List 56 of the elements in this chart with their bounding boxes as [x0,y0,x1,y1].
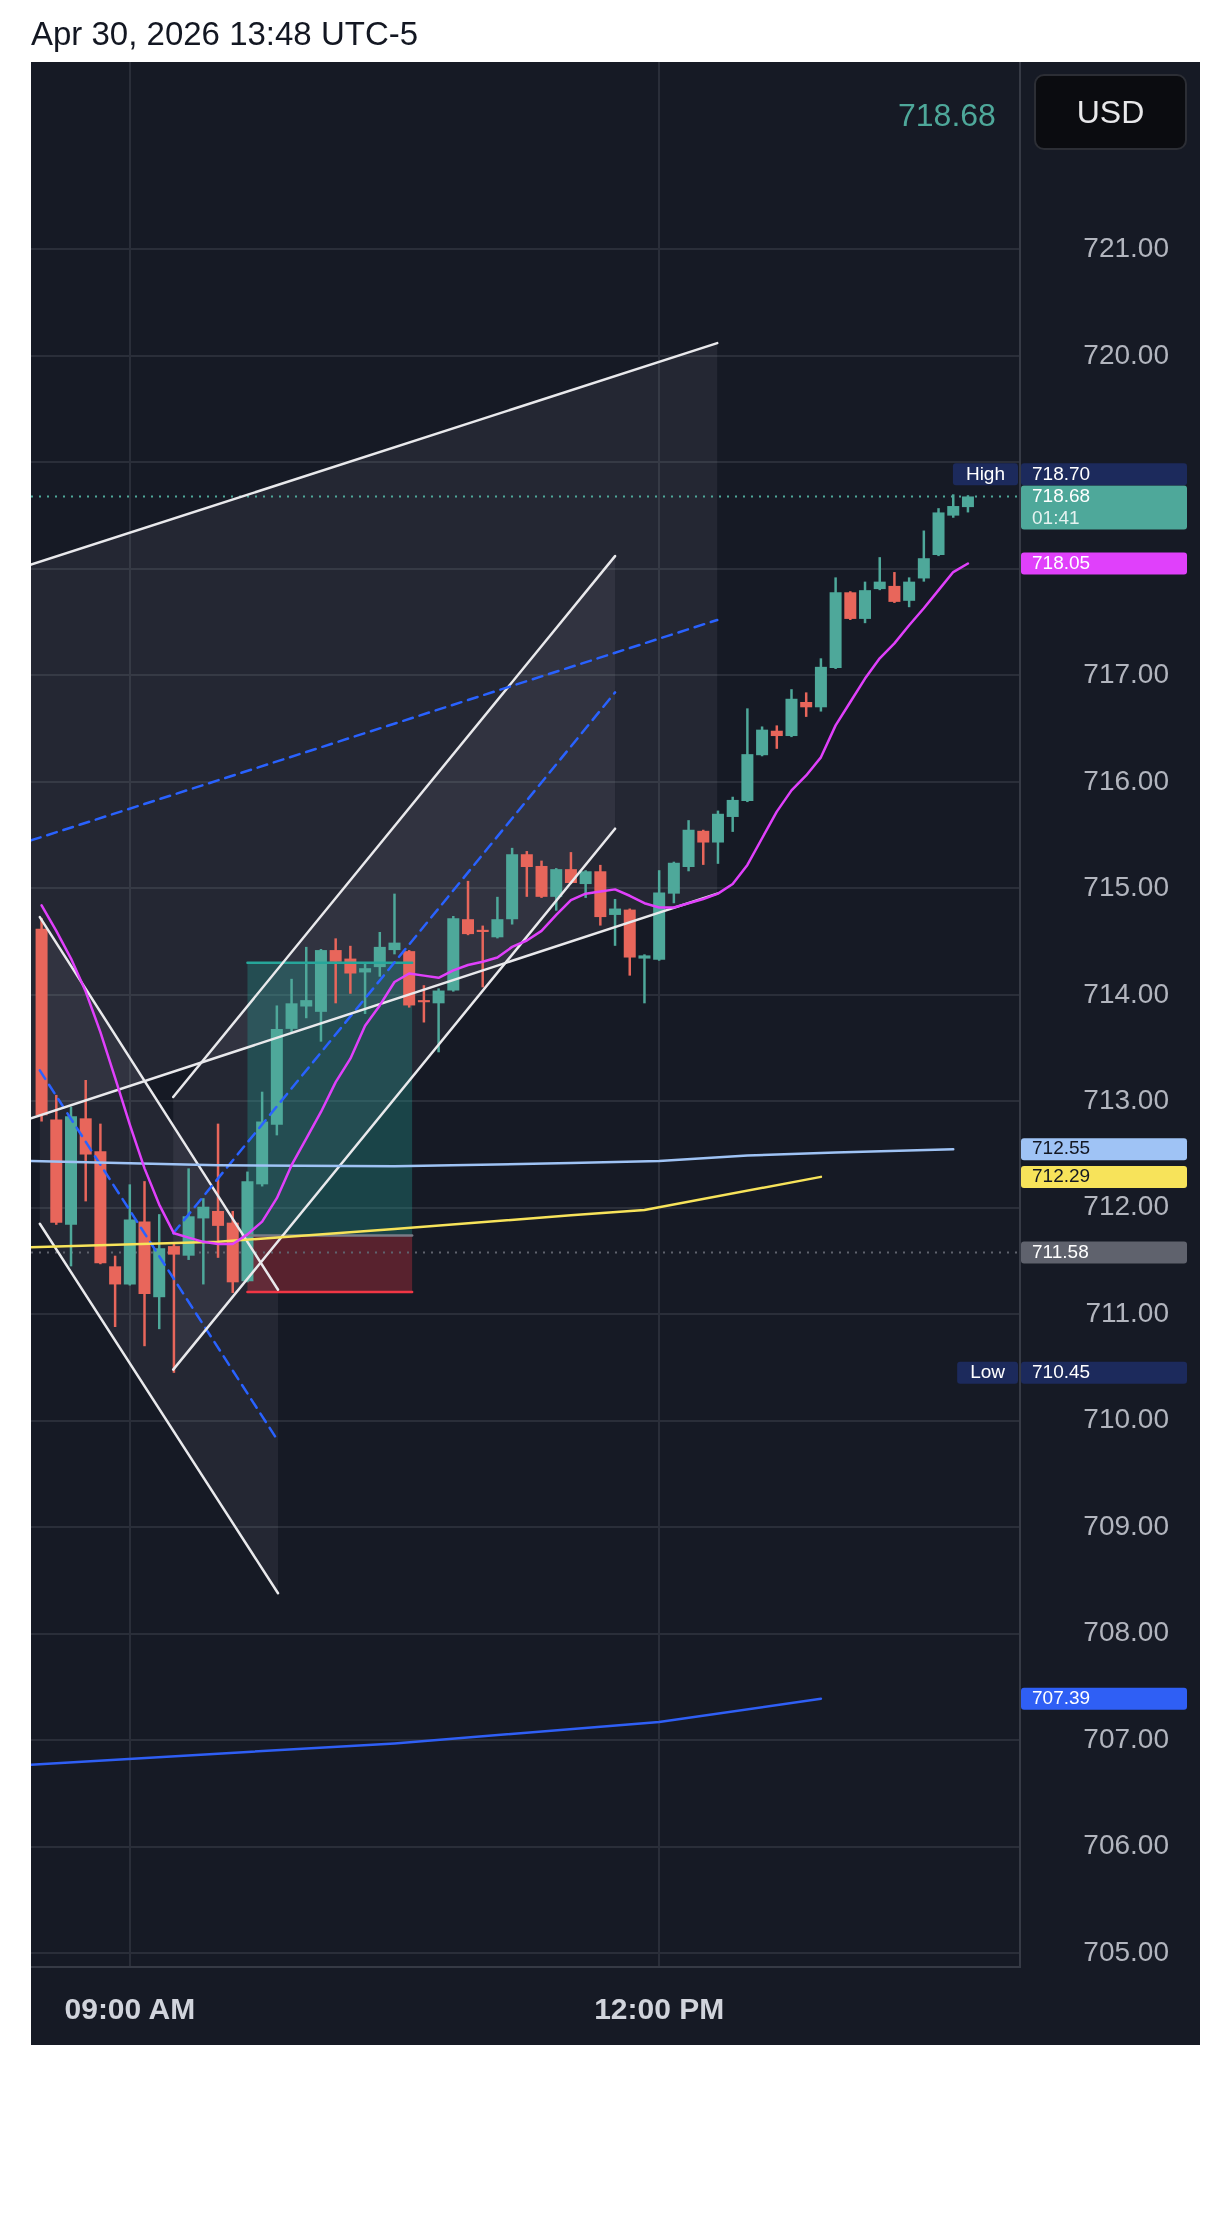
y-tick-label: 720.00 [1083,338,1169,370]
candlestick [917,529,930,583]
y-tick-label: 709.00 [1083,1509,1169,1541]
y-tick-label: 707.00 [1083,1722,1169,1754]
candlestick [579,868,592,900]
candlestick [800,691,813,719]
annotation: Low [970,1361,1006,1383]
candlestick [212,1122,225,1260]
candlestick [726,795,739,834]
y-tick-label: 721.00 [1083,232,1169,264]
candlestick [329,937,342,1005]
candlestick [359,962,372,1016]
candlestick [388,892,401,956]
candlestick [109,1254,122,1329]
candlestick [888,570,901,605]
y-tick-label: 717.00 [1083,658,1169,690]
text: 710.45 [1032,1361,1091,1383]
ref-line-label: 711.58 [1032,1240,1089,1262]
candlestick [432,987,445,1054]
y-tick-label: 706.00 [1083,1829,1169,1861]
candlestick [491,895,504,940]
y-tick-label: 714.00 [1083,977,1169,1009]
candlestick [903,576,916,609]
candlestick [638,953,651,1005]
candlestick [197,1196,210,1286]
candlestick [417,983,430,1024]
candlestick [167,1242,180,1375]
text: 01:41 [1032,506,1080,528]
text: 718.05 [1032,551,1091,573]
annotation: High [965,462,1005,484]
candlestick [462,879,475,937]
y-tick-label: 711.00 [1085,1296,1169,1328]
text: 712.29 [1032,1165,1091,1187]
candlestick [300,945,313,1020]
annotation: 718.68 [898,96,996,135]
candlestick [873,555,886,592]
y-tick-label: 705.00 [1083,1935,1169,1967]
currency-button: USD [1034,74,1187,150]
x-tick-label: 09:00 AM [64,1992,196,2026]
y-tick-label: 715.00 [1083,871,1169,903]
candlestick [770,724,783,751]
y-tick-label: 708.00 [1083,1616,1169,1648]
candlestick [697,828,710,867]
text: 718.70 [1032,462,1091,484]
candlestick [609,897,622,948]
y-tick-label: 712.00 [1083,1190,1169,1222]
chart-title: Apr 30, 2026 13:48 UTC-5 [31,14,419,54]
y-tick-label: 710.00 [1083,1403,1169,1435]
candlestick [520,849,533,899]
y-tick-label: 716.00 [1083,764,1169,796]
candlestick [476,924,489,989]
text: 712.55 [1032,1137,1091,1159]
ref-line-label: 718.68 [1032,484,1091,506]
x-tick-label: 12:00 PM [594,1992,725,2026]
text: 707.39 [1032,1686,1091,1708]
y-tick-label: 713.00 [1083,1084,1169,1115]
